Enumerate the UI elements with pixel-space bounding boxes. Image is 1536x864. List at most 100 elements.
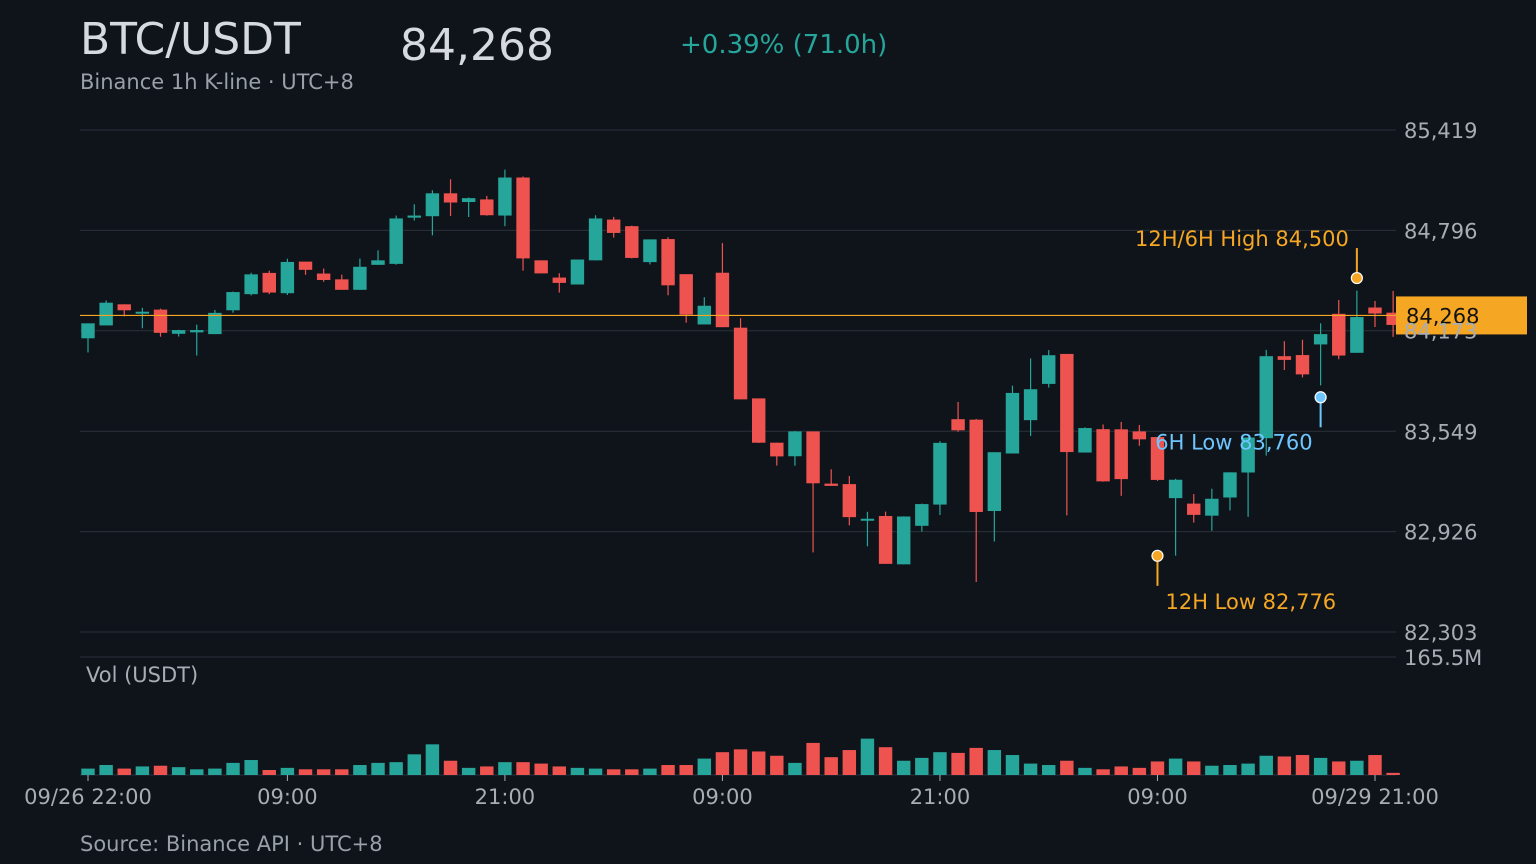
- candle-body: [1277, 356, 1292, 360]
- price-tick-label: 84,173: [1404, 320, 1477, 344]
- volume-bar: [1386, 772, 1400, 775]
- volume-bar: [353, 765, 367, 775]
- volume-bar: [915, 757, 929, 775]
- volume-bar: [262, 770, 276, 775]
- volume-bar: [1132, 767, 1147, 775]
- volume-bar: [117, 768, 131, 775]
- price-tick-label: 82,926: [1404, 521, 1477, 545]
- volume-bar: [389, 762, 403, 775]
- candle-body: [679, 274, 693, 315]
- candle-body: [153, 309, 168, 333]
- volume-bar: [226, 762, 240, 775]
- candle-body: [842, 484, 857, 518]
- candle-body: [1241, 437, 1255, 473]
- volume-bar: [878, 747, 893, 775]
- candle-body: [1114, 429, 1128, 480]
- volume-bar: [733, 749, 748, 775]
- volume-bar: [788, 762, 802, 775]
- candle-body: [171, 330, 186, 334]
- candle-body: [625, 226, 639, 258]
- candle-body: [443, 193, 458, 203]
- candle-body: [1042, 355, 1056, 384]
- candle-body: [806, 431, 820, 484]
- candle-body: [1368, 307, 1382, 314]
- candle-body: [316, 273, 331, 280]
- volume-bar: [81, 768, 95, 775]
- volume-bar: [1042, 765, 1056, 775]
- volume-bar: [1313, 757, 1328, 775]
- volume-bar: [135, 766, 150, 775]
- candle-body: [1223, 472, 1237, 498]
- candle-body: [353, 266, 367, 290]
- volume-bar: [643, 768, 657, 775]
- volume-bar: [896, 760, 911, 775]
- candle-body: [135, 311, 150, 314]
- candle-body: [208, 312, 222, 335]
- volume-bar: [244, 760, 258, 775]
- candle-body: [1078, 428, 1092, 453]
- volume-bar: [371, 762, 385, 775]
- candle-body: [896, 516, 911, 565]
- candle-body: [1332, 313, 1346, 356]
- volume-bar: [1168, 758, 1183, 775]
- axes: 85,419 84,796 84,173 83,549 82,926 82,303165.…: [24, 119, 1482, 809]
- candle-body: [1150, 437, 1165, 480]
- annotation-label: 12H/6H High 84,500: [1135, 227, 1349, 251]
- volume-bar: [1023, 763, 1038, 775]
- candle-body: [643, 239, 657, 263]
- volume-bar: [1295, 755, 1310, 775]
- volume-bar: [933, 752, 947, 775]
- candle-body: [1295, 355, 1310, 375]
- candle-body: [1005, 392, 1020, 454]
- candle-body: [298, 261, 313, 270]
- candle-body: [516, 177, 530, 259]
- candle-body: [1205, 498, 1219, 516]
- symbol-title: BTC/USDT: [80, 14, 301, 65]
- volume-bar: [443, 760, 458, 775]
- volume-bar: [951, 752, 965, 775]
- candle-body: [770, 442, 784, 457]
- candle-body: [733, 327, 748, 400]
- volume-bar: [661, 765, 675, 775]
- candle-body: [987, 452, 1002, 512]
- candle-body: [606, 219, 621, 233]
- source-note: Source: Binance API · UTC+8: [80, 832, 383, 856]
- candle-body: [570, 259, 585, 285]
- candle-body: [226, 292, 240, 311]
- candle-body: [915, 504, 929, 526]
- annotation-label: 12H Low 82,776: [1165, 590, 1336, 614]
- volume-bar: [298, 769, 313, 775]
- volume-bar: [1241, 763, 1255, 775]
- x-tick-label: 21:00: [910, 785, 971, 809]
- candle-body: [1313, 334, 1328, 345]
- candle-body: [534, 260, 548, 274]
- volume-bar: [516, 762, 530, 775]
- candle-body: [280, 261, 295, 294]
- current-price-label: 84,268: [1406, 304, 1479, 328]
- volume-bar: [751, 751, 766, 775]
- candle-body: [81, 323, 95, 339]
- candle-body: [335, 279, 349, 290]
- volume-bar: [715, 752, 730, 775]
- candle-body: [1096, 429, 1110, 482]
- volume-bar: [1078, 767, 1092, 775]
- candle-body: [933, 442, 947, 505]
- volume-bar: [1096, 769, 1110, 775]
- volume-bar: [1259, 755, 1273, 775]
- volume-bar: [335, 769, 349, 775]
- volume-bar: [1332, 761, 1346, 775]
- candle-body: [190, 330, 204, 333]
- candle-body: [1187, 503, 1201, 515]
- x-tick-label: 09:00: [692, 785, 753, 809]
- volume-bar: [1060, 760, 1074, 775]
- volume-bar: [280, 767, 295, 775]
- price-tick-label: 82,303: [1404, 621, 1477, 645]
- x-tick-label: 09/26 22:00: [24, 785, 152, 809]
- candle-body: [389, 218, 403, 264]
- volume-bars: [81, 738, 1400, 775]
- candle-body: [878, 516, 893, 564]
- volume-bar: [480, 766, 494, 775]
- candle-body: [588, 218, 603, 261]
- volume-bar: [1005, 755, 1020, 775]
- candle-body: [552, 277, 567, 283]
